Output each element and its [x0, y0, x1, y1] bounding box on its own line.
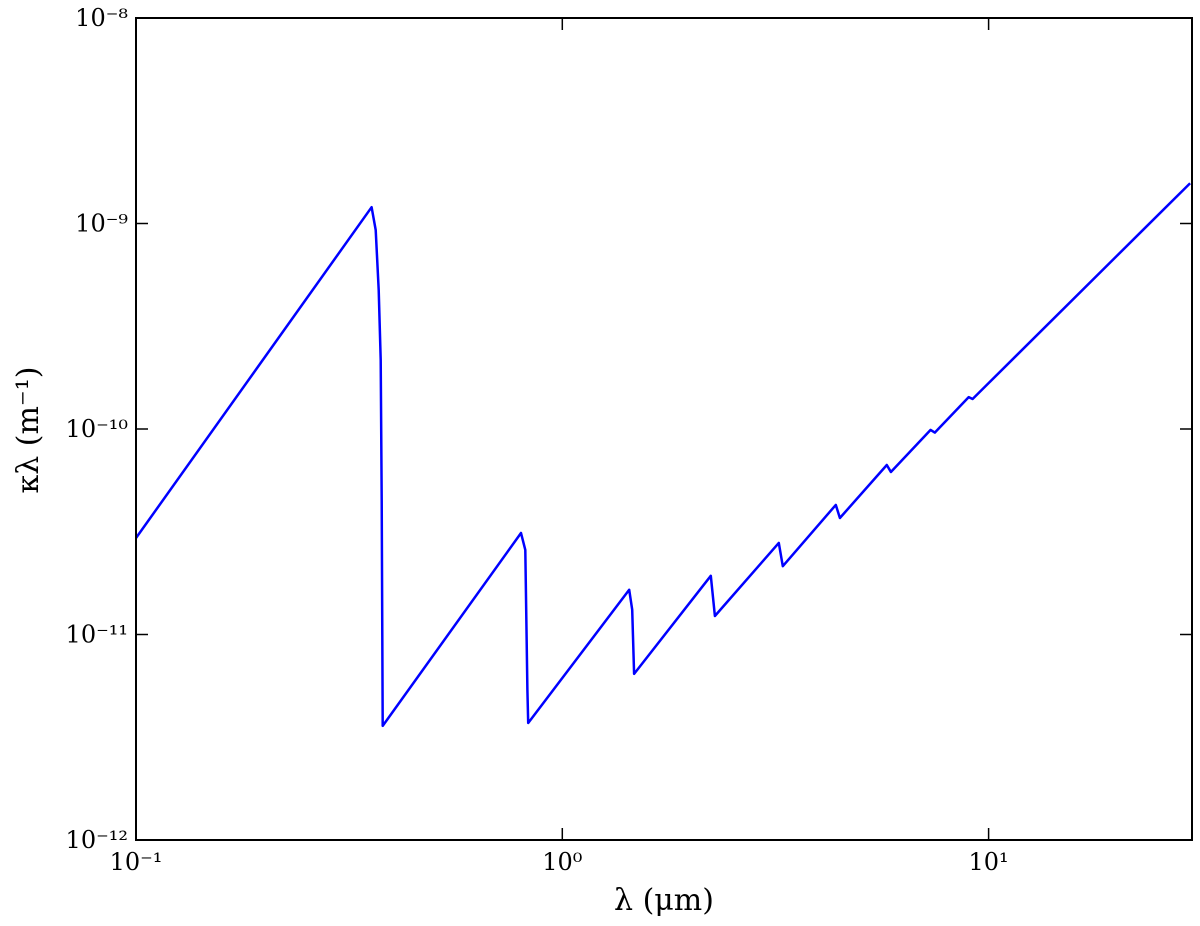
y-tick-label: 10⁻¹² — [66, 826, 128, 854]
x-tick-label: 10⁰ — [542, 848, 582, 876]
y-tick-label: 10⁻¹¹ — [66, 621, 128, 649]
plot-frame — [135, 17, 1193, 841]
y-axis-label: κλ (m⁻¹) — [11, 366, 46, 493]
y-tick-label: 10⁻¹⁰ — [66, 415, 128, 443]
x-axis-label: λ (μm) — [614, 883, 714, 918]
y-tick-label: 10⁻⁹ — [75, 210, 128, 238]
x-tick-label: 10¹ — [969, 848, 1009, 876]
y-tick-label: 10⁻⁸ — [75, 4, 128, 32]
x-tick-label: 10⁻¹ — [110, 848, 163, 876]
data-line — [134, 182, 1191, 728]
